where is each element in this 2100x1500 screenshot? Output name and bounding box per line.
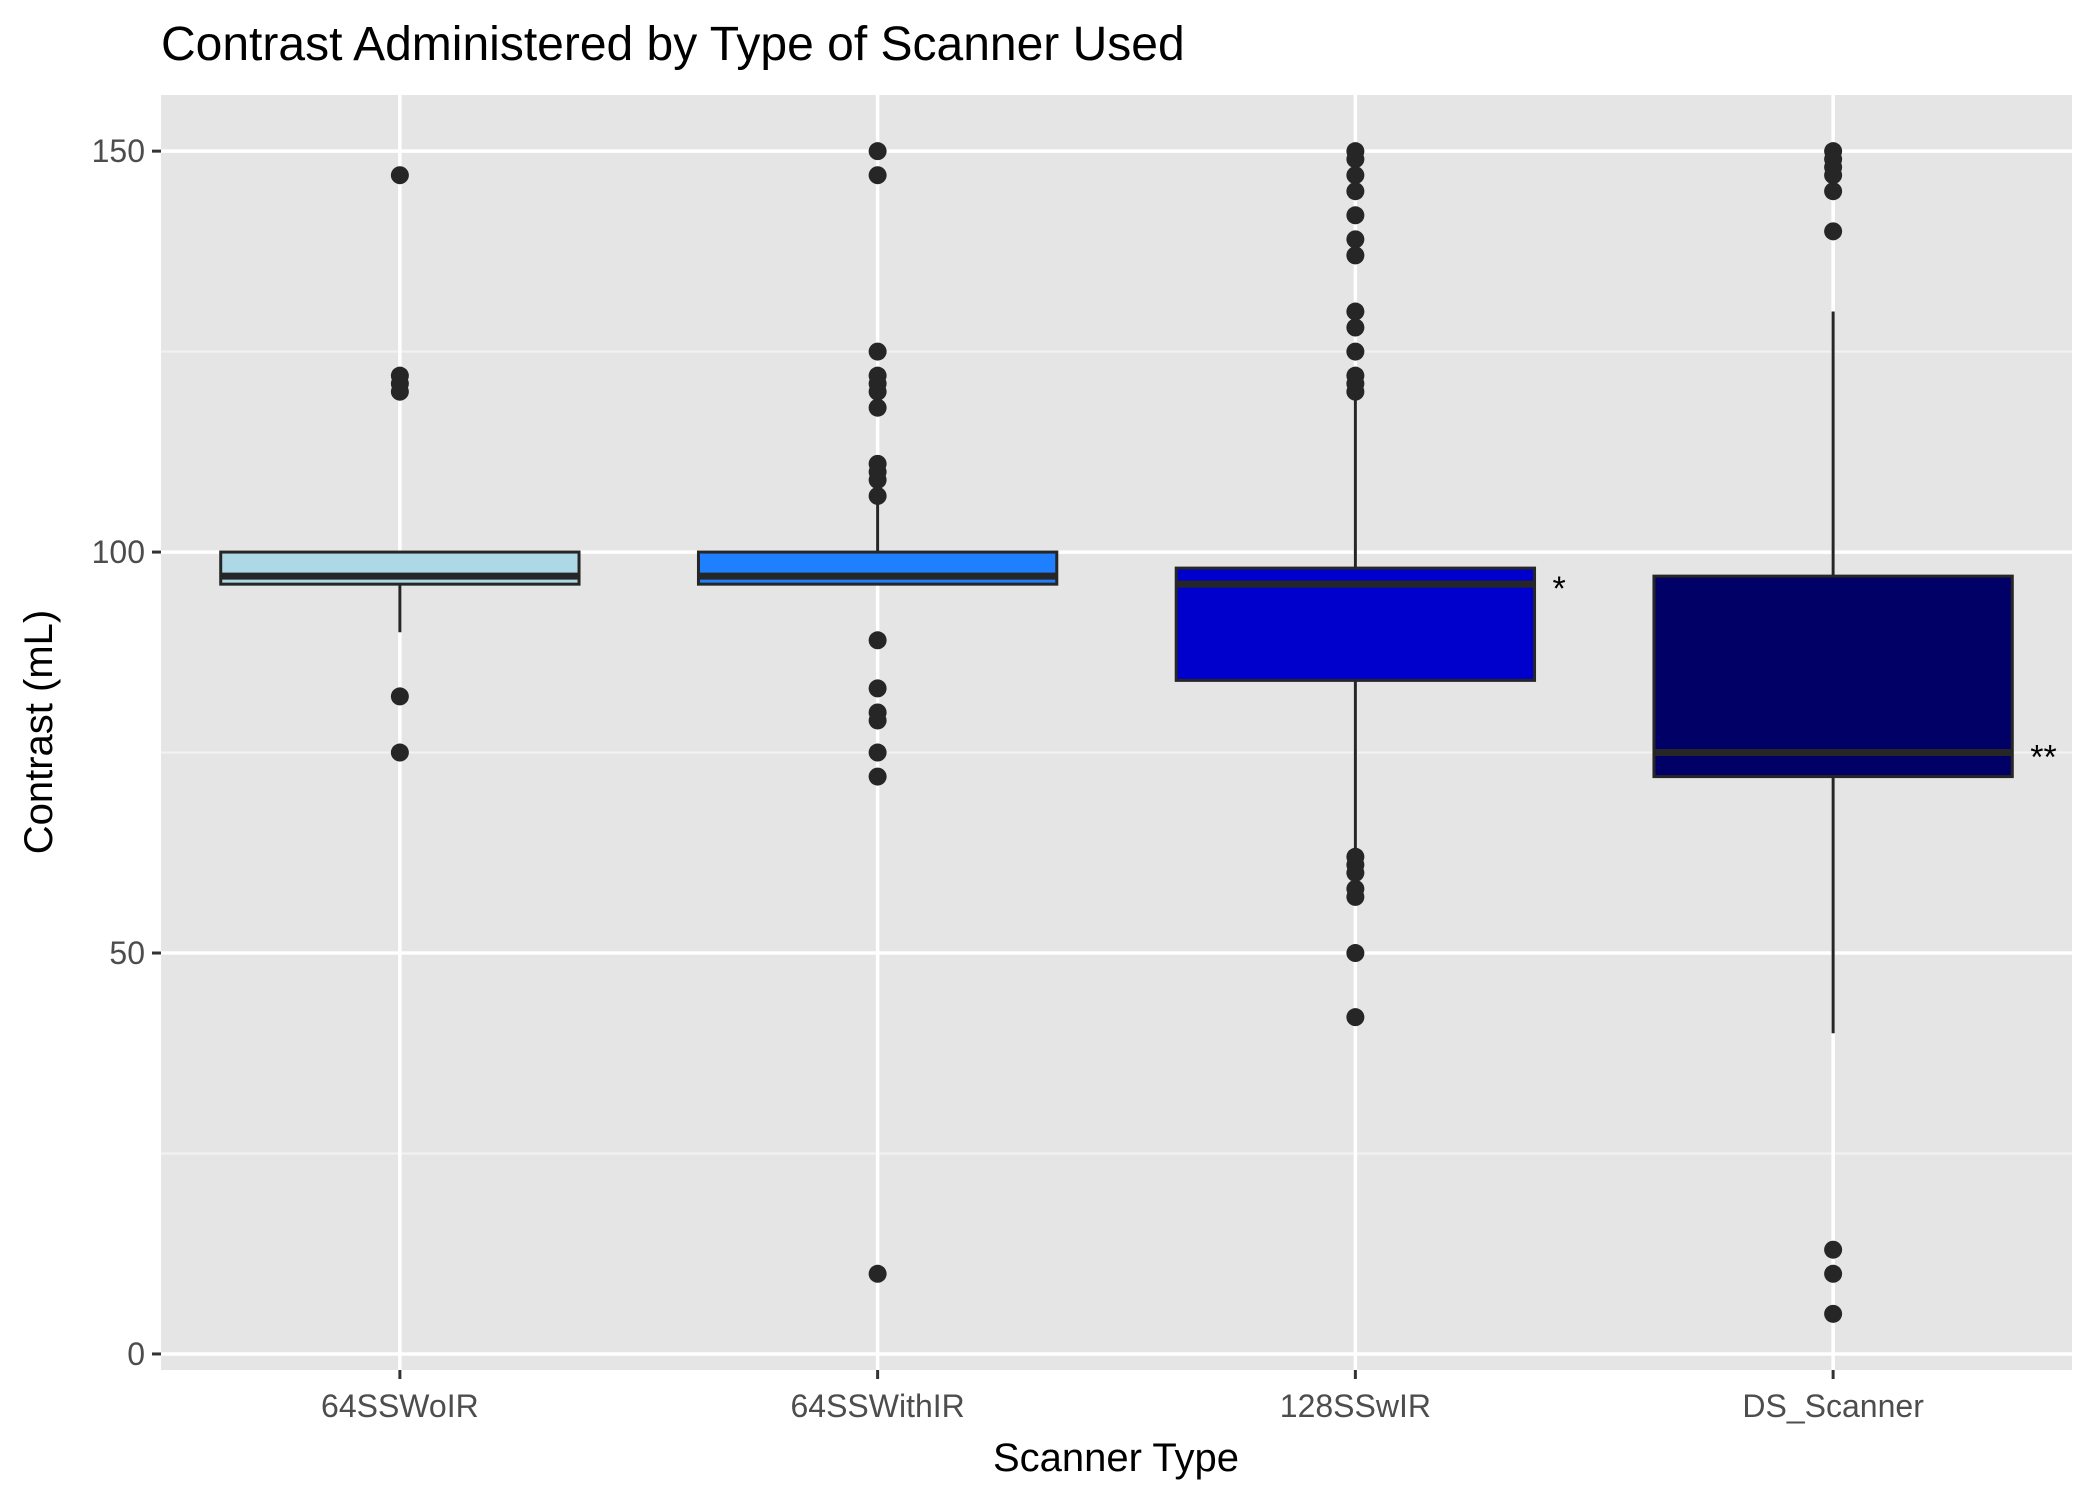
outlier-point	[1346, 230, 1365, 249]
boxplot-DS_Scanner: **	[1652, 142, 2057, 1323]
outlier-point	[868, 166, 887, 185]
outlier-point	[868, 398, 887, 417]
x-axis: 64SSWoIR 64SSWithIR 128SSwIR DS_Scanner	[321, 1370, 1924, 1424]
significance-label: **	[2030, 739, 2056, 777]
boxplots: ***	[219, 142, 2057, 1323]
significance-label: *	[1553, 570, 1566, 608]
x-tick-label: DS_Scanner	[1742, 1388, 1924, 1424]
outlier-point	[1346, 150, 1365, 169]
x-axis-title: Scanner Type	[993, 1436, 1239, 1480]
x-tick-label: 64SSWithIR	[790, 1388, 964, 1424]
outlier-point	[1824, 1304, 1843, 1323]
y-axis-title: Contrast (mL)	[17, 610, 61, 855]
outlier-point	[1824, 222, 1843, 241]
y-tick-label: 0	[127, 1336, 145, 1372]
y-tick-label: 50	[109, 935, 145, 971]
outlier-point	[1346, 382, 1365, 401]
outlier-point	[390, 382, 409, 401]
outlier-point	[1346, 887, 1365, 906]
outlier-point	[1346, 1008, 1365, 1027]
outlier-point	[868, 767, 887, 786]
x-tick-label: 128SSwIR	[1280, 1388, 1431, 1424]
outlier-point	[868, 342, 887, 361]
outlier-point	[1346, 182, 1365, 201]
boxplot-64SSWithIR	[696, 142, 1059, 1283]
outlier-point	[1346, 863, 1365, 882]
boxplot-64SSWoIR	[219, 166, 581, 762]
outlier-point	[868, 142, 887, 161]
outlier-point	[1346, 342, 1365, 361]
outlier-point	[1824, 182, 1843, 201]
outlier-point	[868, 486, 887, 505]
outlier-point	[1346, 318, 1365, 337]
y-axis: 0 50 100 150	[92, 133, 161, 1372]
outlier-point	[868, 679, 887, 698]
outlier-point	[1824, 1264, 1843, 1283]
outlier-point	[1824, 166, 1843, 185]
y-tick-label: 100	[92, 534, 145, 570]
x-tick-label: 64SSWoIR	[321, 1388, 479, 1424]
outlier-point	[868, 743, 887, 762]
outlier-point	[1346, 246, 1365, 265]
outlier-point	[1346, 206, 1365, 225]
outlier-point	[1346, 944, 1365, 963]
outlier-point	[868, 711, 887, 730]
outlier-point	[390, 687, 409, 706]
outlier-point	[1346, 166, 1365, 185]
y-tick-label: 150	[92, 133, 145, 169]
box	[1652, 574, 2014, 779]
outlier-point	[390, 743, 409, 762]
outlier-point	[868, 631, 887, 650]
outlier-point	[1346, 302, 1365, 321]
outlier-point	[390, 166, 409, 185]
outlier-point	[868, 382, 887, 401]
outlier-point	[868, 1264, 887, 1283]
outlier-point	[1824, 1240, 1843, 1259]
boxplot-128SSwIR: *	[1174, 142, 1566, 1027]
chart-title: Contrast Administered by Type of Scanner…	[161, 18, 1185, 71]
outlier-point	[868, 470, 887, 489]
